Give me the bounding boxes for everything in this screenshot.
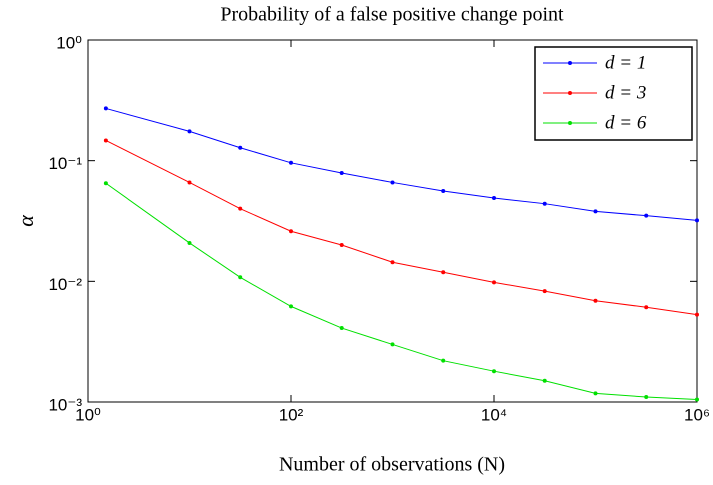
data-point xyxy=(644,213,649,218)
x-axis-label: Number of observations (N) xyxy=(279,454,505,476)
data-point xyxy=(492,196,496,201)
data-point xyxy=(542,201,547,206)
data-point xyxy=(695,397,699,402)
data-point xyxy=(593,298,598,303)
data-point xyxy=(695,312,699,317)
x-tick-label: 10⁴ xyxy=(481,405,507,424)
data-point xyxy=(289,160,293,165)
data-point xyxy=(238,275,243,280)
legend-marker xyxy=(568,91,572,95)
series-line xyxy=(105,107,698,221)
y-tick-label: 10⁻¹ xyxy=(48,154,82,173)
legend-marker xyxy=(568,121,572,125)
data-point xyxy=(390,260,395,265)
data-point xyxy=(542,378,547,383)
data-point xyxy=(103,106,108,111)
data-point xyxy=(441,189,446,194)
y-tick-label: 10⁻³ xyxy=(48,395,82,414)
data-point xyxy=(339,171,344,176)
data-point xyxy=(339,326,344,331)
data-point xyxy=(103,138,108,143)
data-point xyxy=(187,180,192,185)
data-point xyxy=(441,270,446,275)
data-point xyxy=(644,395,649,400)
series-line xyxy=(105,140,698,316)
legend-label: d = 6 xyxy=(605,112,647,133)
data-point xyxy=(593,209,598,214)
y-axis-label: α xyxy=(13,215,38,227)
legend-label: d = 1 xyxy=(605,52,646,73)
data-point xyxy=(695,218,699,223)
data-point xyxy=(542,289,547,294)
data-point xyxy=(187,240,192,245)
series-line xyxy=(105,182,698,400)
data-point xyxy=(441,358,446,363)
data-point xyxy=(238,206,243,211)
data-point xyxy=(644,305,649,310)
data-point xyxy=(289,304,293,309)
x-tick-label: 10⁶ xyxy=(684,405,710,424)
data-point xyxy=(492,280,496,285)
legend-marker xyxy=(568,61,572,65)
data-point xyxy=(339,243,344,248)
data-point xyxy=(187,129,192,134)
y-tick-label: 10⁰ xyxy=(56,33,82,52)
data-point xyxy=(289,229,293,234)
data-point xyxy=(103,181,108,186)
data-point xyxy=(390,342,395,347)
data-point xyxy=(238,145,243,150)
x-tick-label: 10⁰ xyxy=(75,405,101,424)
data-point xyxy=(593,391,598,396)
chart-title: Probability of a false positive change p… xyxy=(220,4,564,26)
y-tick-label: 10⁻² xyxy=(48,275,82,294)
data-point xyxy=(390,180,395,185)
data-point xyxy=(492,369,496,374)
legend-label: d = 3 xyxy=(605,82,646,103)
x-tick-label: 10² xyxy=(279,405,304,424)
